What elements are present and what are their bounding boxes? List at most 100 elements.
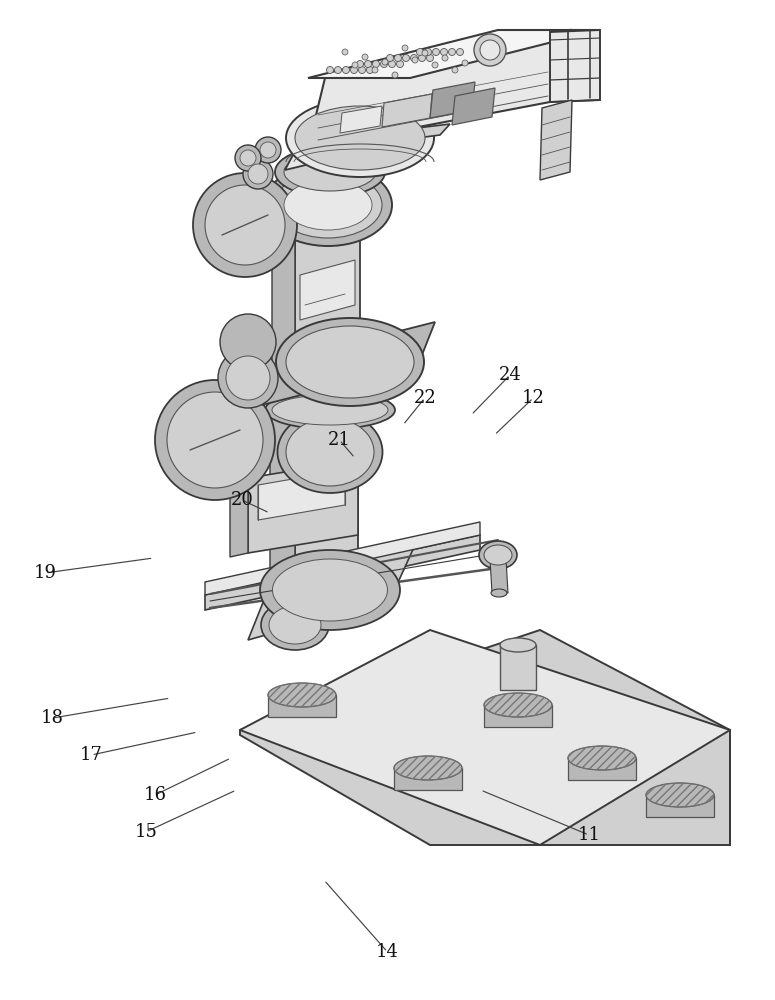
Ellipse shape [394, 756, 462, 780]
Polygon shape [484, 705, 552, 727]
Circle shape [167, 392, 263, 488]
Ellipse shape [484, 545, 512, 565]
Polygon shape [340, 106, 382, 133]
Polygon shape [500, 645, 536, 690]
Circle shape [335, 66, 342, 74]
Polygon shape [308, 30, 570, 148]
Circle shape [367, 66, 374, 74]
Ellipse shape [274, 172, 382, 238]
Ellipse shape [568, 746, 636, 770]
Ellipse shape [261, 600, 329, 650]
Ellipse shape [276, 318, 424, 406]
Circle shape [235, 145, 261, 171]
Circle shape [418, 54, 425, 62]
Polygon shape [550, 30, 600, 102]
Ellipse shape [277, 411, 383, 493]
Ellipse shape [286, 418, 374, 486]
Ellipse shape [284, 180, 372, 230]
Ellipse shape [268, 683, 336, 707]
Polygon shape [205, 522, 480, 595]
Ellipse shape [491, 589, 507, 597]
Circle shape [343, 66, 350, 74]
Circle shape [243, 159, 273, 189]
Circle shape [359, 66, 366, 74]
Circle shape [352, 62, 358, 68]
Circle shape [426, 54, 433, 62]
Circle shape [226, 356, 270, 400]
Circle shape [260, 142, 276, 158]
Polygon shape [268, 695, 336, 717]
Ellipse shape [286, 326, 414, 398]
Circle shape [350, 66, 357, 74]
Polygon shape [540, 100, 572, 180]
Ellipse shape [273, 559, 388, 621]
Circle shape [372, 67, 378, 73]
Polygon shape [646, 795, 714, 817]
Ellipse shape [295, 106, 425, 170]
Polygon shape [262, 322, 435, 405]
Ellipse shape [275, 147, 385, 197]
Circle shape [255, 137, 281, 163]
Circle shape [381, 60, 388, 68]
Circle shape [240, 150, 256, 166]
Text: 11: 11 [577, 826, 601, 844]
Polygon shape [394, 768, 462, 790]
Polygon shape [308, 30, 600, 78]
Ellipse shape [264, 164, 392, 246]
Circle shape [373, 60, 380, 68]
Circle shape [456, 48, 463, 55]
Circle shape [388, 60, 395, 68]
Text: 17: 17 [80, 746, 103, 764]
Polygon shape [295, 370, 358, 630]
Polygon shape [248, 545, 415, 640]
Circle shape [387, 54, 394, 62]
Text: 24: 24 [498, 366, 522, 384]
Polygon shape [230, 478, 248, 557]
Circle shape [432, 62, 438, 68]
Circle shape [402, 54, 409, 62]
Circle shape [155, 380, 275, 500]
Text: 19: 19 [33, 564, 57, 582]
Polygon shape [490, 559, 508, 593]
Polygon shape [270, 402, 295, 635]
Circle shape [342, 49, 348, 55]
Circle shape [248, 164, 268, 184]
Polygon shape [272, 234, 295, 368]
Ellipse shape [479, 541, 517, 569]
Ellipse shape [269, 606, 321, 644]
Polygon shape [248, 460, 358, 553]
Circle shape [425, 48, 432, 55]
Ellipse shape [265, 391, 395, 429]
Circle shape [220, 314, 276, 370]
Ellipse shape [500, 638, 536, 652]
Ellipse shape [646, 783, 714, 807]
Ellipse shape [484, 693, 552, 717]
Polygon shape [430, 82, 475, 118]
Polygon shape [452, 88, 495, 125]
Circle shape [474, 34, 506, 66]
Ellipse shape [272, 395, 388, 425]
Circle shape [416, 48, 423, 55]
Polygon shape [300, 260, 355, 320]
Polygon shape [240, 630, 730, 845]
Text: 14: 14 [376, 943, 399, 961]
Ellipse shape [286, 99, 434, 177]
Text: 22: 22 [413, 389, 436, 407]
Circle shape [362, 54, 368, 60]
Text: 16: 16 [143, 786, 167, 804]
Polygon shape [205, 535, 480, 610]
Circle shape [432, 48, 439, 55]
Circle shape [462, 60, 468, 66]
Text: 18: 18 [41, 709, 64, 727]
Polygon shape [325, 124, 450, 150]
Circle shape [397, 60, 404, 68]
Polygon shape [258, 470, 345, 520]
Circle shape [392, 72, 398, 78]
Circle shape [394, 54, 401, 62]
Circle shape [205, 185, 285, 265]
Circle shape [356, 60, 363, 68]
Circle shape [218, 348, 278, 408]
Circle shape [412, 57, 418, 63]
Circle shape [442, 55, 448, 61]
Circle shape [422, 50, 428, 56]
